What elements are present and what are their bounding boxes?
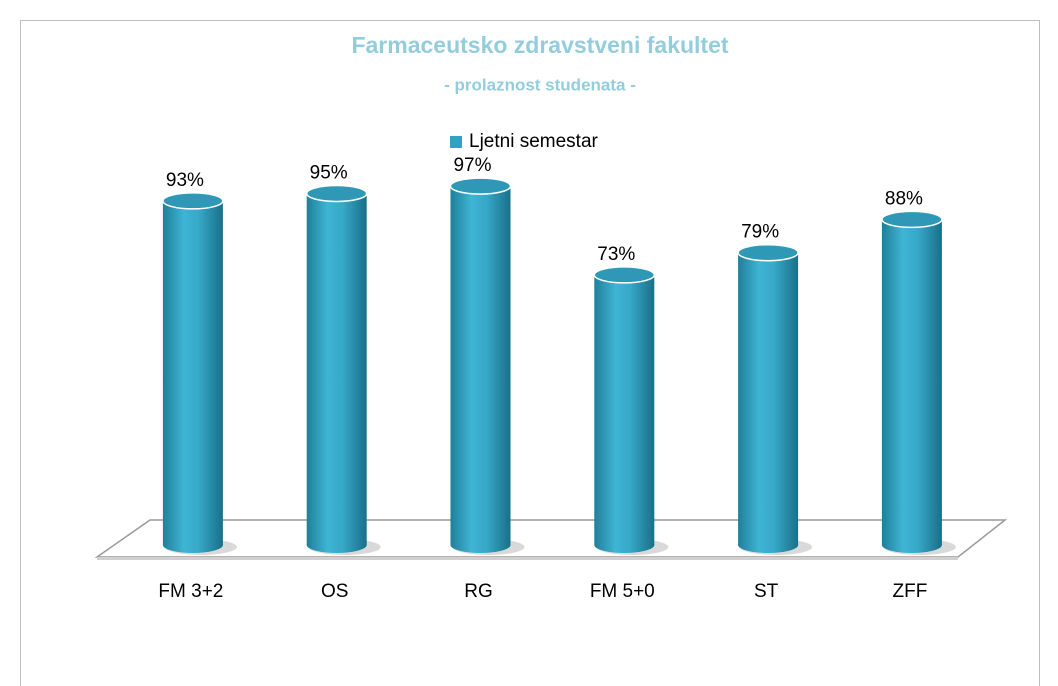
x-tick-label: ST	[754, 581, 779, 602]
x-tick-label: OS	[321, 581, 348, 602]
x-tick-label: FM 3+2	[158, 581, 223, 602]
chart-title: Farmaceutsko zdravstveni fakultet	[351, 32, 728, 58]
x-tick-label: ZFF	[892, 581, 927, 602]
value-label: 88%	[885, 188, 923, 209]
value-label: 79%	[741, 222, 779, 243]
chart-subtitle: - prolaznost studenata -	[444, 75, 636, 94]
value-label: 95%	[310, 163, 348, 184]
bar-top	[305, 184, 368, 203]
legend: Ljetni semestar	[450, 131, 599, 152]
x-tick-label: RG	[464, 581, 493, 602]
bar-top	[881, 210, 943, 229]
x-tick-label: FM 5+0	[590, 581, 655, 602]
bar-top	[737, 243, 799, 262]
value-label: 73%	[597, 244, 635, 265]
bar	[450, 186, 511, 545]
floor	[94, 519, 1008, 558]
legend-label: Ljetni semestar	[469, 131, 599, 152]
bar	[306, 193, 367, 545]
bar	[881, 219, 942, 545]
legend-swatch	[450, 136, 462, 148]
bar	[738, 252, 799, 545]
value-label: 93%	[166, 170, 204, 191]
bar-top	[449, 177, 512, 195]
value-label: 97%	[453, 155, 491, 176]
floor-edge	[97, 557, 958, 560]
bar	[162, 200, 223, 545]
bar	[594, 274, 655, 545]
bar-top	[593, 266, 656, 284]
bar-top	[162, 192, 224, 210]
